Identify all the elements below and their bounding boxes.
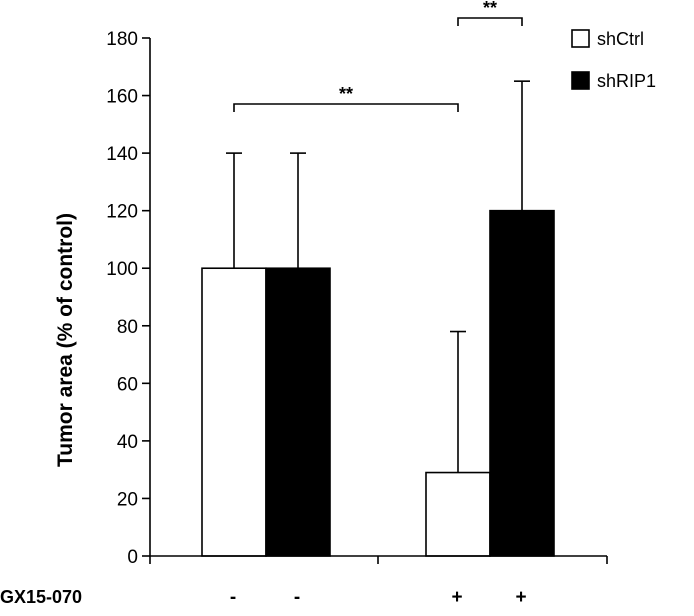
y-tick-label-120: 120 xyxy=(106,202,138,223)
treatment-mark-1-1: + xyxy=(515,587,526,608)
significance-bracket-0 xyxy=(233,103,459,112)
bar-shCtrl-1 xyxy=(425,471,491,557)
y-tick-label-20: 20 xyxy=(117,489,138,510)
legend-swatch-shRIP1 xyxy=(571,71,590,90)
treatment-mark-0-0: - xyxy=(230,587,236,608)
bar-shRIP1-1 xyxy=(489,209,555,557)
bar-shCtrl-0 xyxy=(201,267,267,557)
treatment-mark-0-1: - xyxy=(294,587,300,608)
significance-label-0: ** xyxy=(339,84,353,104)
y-tick-label-140: 140 xyxy=(106,144,138,165)
y-tick-label-0: 0 xyxy=(127,547,138,568)
significance-bracket-1 xyxy=(457,17,523,26)
treatment-mark-1-0: + xyxy=(451,587,462,608)
legend-label-shCtrl: shCtrl xyxy=(597,29,644,49)
y-axis-label: Tumor area (% of control) xyxy=(54,213,77,467)
legend-label-shRIP1: shRIP1 xyxy=(597,71,656,91)
y-tick-label-160: 160 xyxy=(106,87,138,108)
bar-shRIP1-0 xyxy=(265,267,331,557)
y-tick-label-80: 80 xyxy=(117,317,138,338)
treatment-label: GX15-070 xyxy=(0,587,82,607)
y-tick-label-180: 180 xyxy=(106,29,138,50)
significance-label-1: ** xyxy=(483,0,497,18)
y-tick-label-60: 60 xyxy=(117,374,138,395)
y-tick-label-40: 40 xyxy=(117,432,138,453)
legend-swatch-shCtrl xyxy=(571,29,590,48)
y-tick-label-100: 100 xyxy=(106,259,138,280)
